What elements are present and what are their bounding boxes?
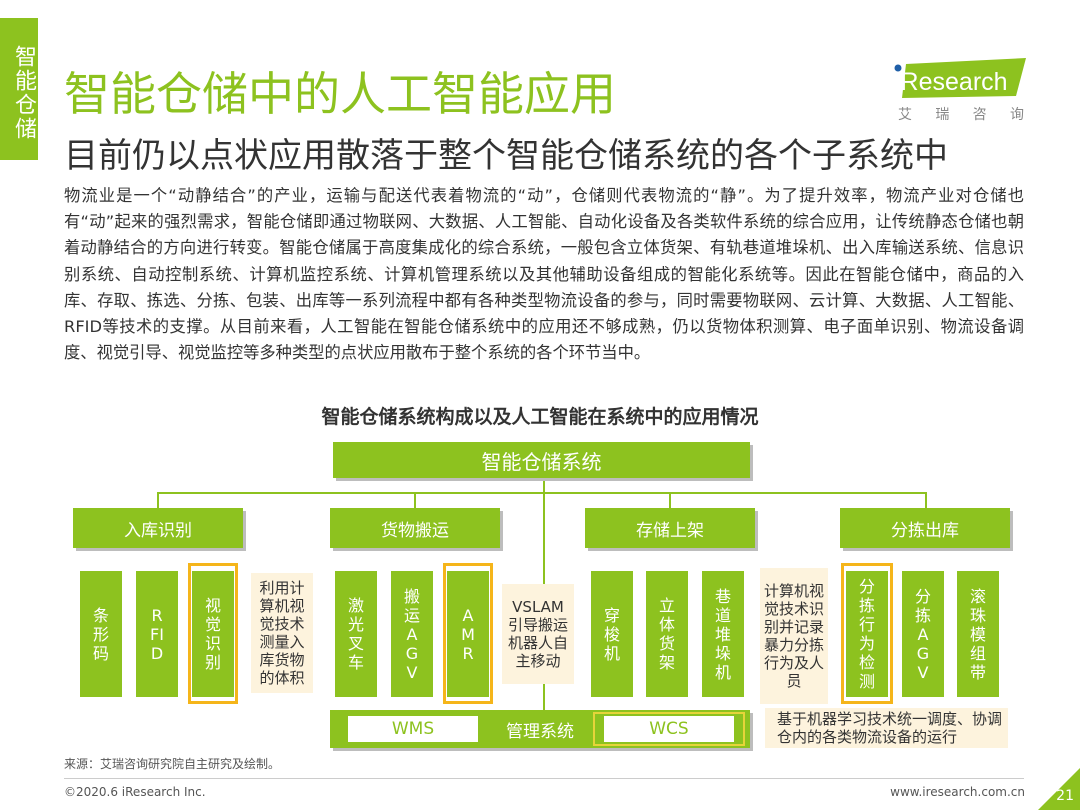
management-label: 管理系统 bbox=[506, 721, 574, 742]
logo-char: 询 bbox=[1009, 107, 1024, 123]
wcs-highlight bbox=[593, 712, 745, 746]
item-sorting-detection: 分拣行为检测 bbox=[846, 571, 888, 697]
logo-char: 艾 bbox=[898, 107, 912, 123]
section-tab: 智能仓储 bbox=[0, 18, 38, 160]
body-paragraph: 物流业是一个“动静结合”的产业，运输与配送代表着物流的“动”，仓储则代表物流的“… bbox=[64, 186, 1024, 363]
ai-highlight bbox=[841, 563, 893, 704]
root-box: 智能仓储系统 bbox=[333, 442, 750, 478]
connector-line bbox=[414, 492, 416, 508]
note-vslam: VSLAM引导搬运机器人自主移动 bbox=[502, 584, 574, 684]
source-note: 来源：艾瑞咨询研究院自主研究及绘制。 bbox=[64, 757, 281, 771]
logo-char: 瑞 bbox=[935, 107, 950, 123]
iresearch-logo: iResearch bbox=[894, 58, 1026, 98]
ai-highlight bbox=[188, 563, 238, 704]
item-sorting-agv: 分拣AGV bbox=[902, 571, 944, 697]
website-url: www.iresearch.com.cn bbox=[890, 785, 1025, 799]
note-scheduling: 基于机器学习技术统一调度、协调仓内的各类物流设备的运行 bbox=[765, 708, 1008, 748]
item-rack: 立体货架 bbox=[646, 571, 688, 697]
note-violent-sorting: 计算机视觉技术识别并记录暴力分拣行为及人员 bbox=[760, 568, 828, 704]
footer-divider bbox=[64, 778, 1024, 779]
item-stacker: 巷道堆垛机 bbox=[702, 571, 744, 697]
connector-line bbox=[157, 492, 927, 494]
item-handling-agv: 搬运AGV bbox=[391, 571, 433, 697]
item-visual-recognition: 视觉识别 bbox=[192, 571, 234, 697]
note-volume: 利用计算机视觉技术测量入库货物的体积 bbox=[251, 573, 313, 693]
ai-highlight bbox=[443, 563, 493, 704]
item-shuttle: 穿梭机 bbox=[591, 571, 633, 697]
logo-char: 咨 bbox=[972, 107, 987, 123]
category-sorting: 分拣出库 bbox=[840, 508, 1010, 548]
item-ball-module: 滚珠模组带 bbox=[957, 571, 999, 697]
item-laser-forklift: 激光叉车 bbox=[335, 571, 377, 697]
diagram-title: 智能仓储系统构成以及人工智能在系统中的应用情况 bbox=[321, 406, 759, 428]
copyright: ©2020.6 iResearch Inc. bbox=[64, 785, 206, 799]
connector-line bbox=[925, 492, 927, 508]
category-handling: 货物搬运 bbox=[330, 508, 500, 548]
category-storage: 存储上架 bbox=[585, 508, 755, 548]
wms-box: WMS bbox=[348, 716, 478, 742]
logo-chinese: 艾 瑞 咨 询 bbox=[892, 104, 1032, 124]
page-number: 21 bbox=[1056, 788, 1074, 804]
item-rfid: RFID bbox=[136, 571, 178, 697]
category-inbound: 入库识别 bbox=[73, 508, 243, 548]
page-corner bbox=[1038, 768, 1080, 810]
connector-line bbox=[669, 492, 671, 508]
page-title: 智能仓储中的人工智能应用 bbox=[64, 67, 616, 121]
wcs-box: WCS bbox=[604, 716, 734, 742]
svg-text:iResearch: iResearch bbox=[895, 68, 1008, 96]
item-amr: AMR bbox=[447, 571, 489, 697]
connector-line bbox=[157, 492, 159, 508]
item-barcode: 条形码 bbox=[80, 571, 122, 697]
page-subtitle: 目前仍以点状应用散落于整个智能仓储系统的各个子系统中 bbox=[64, 136, 948, 176]
